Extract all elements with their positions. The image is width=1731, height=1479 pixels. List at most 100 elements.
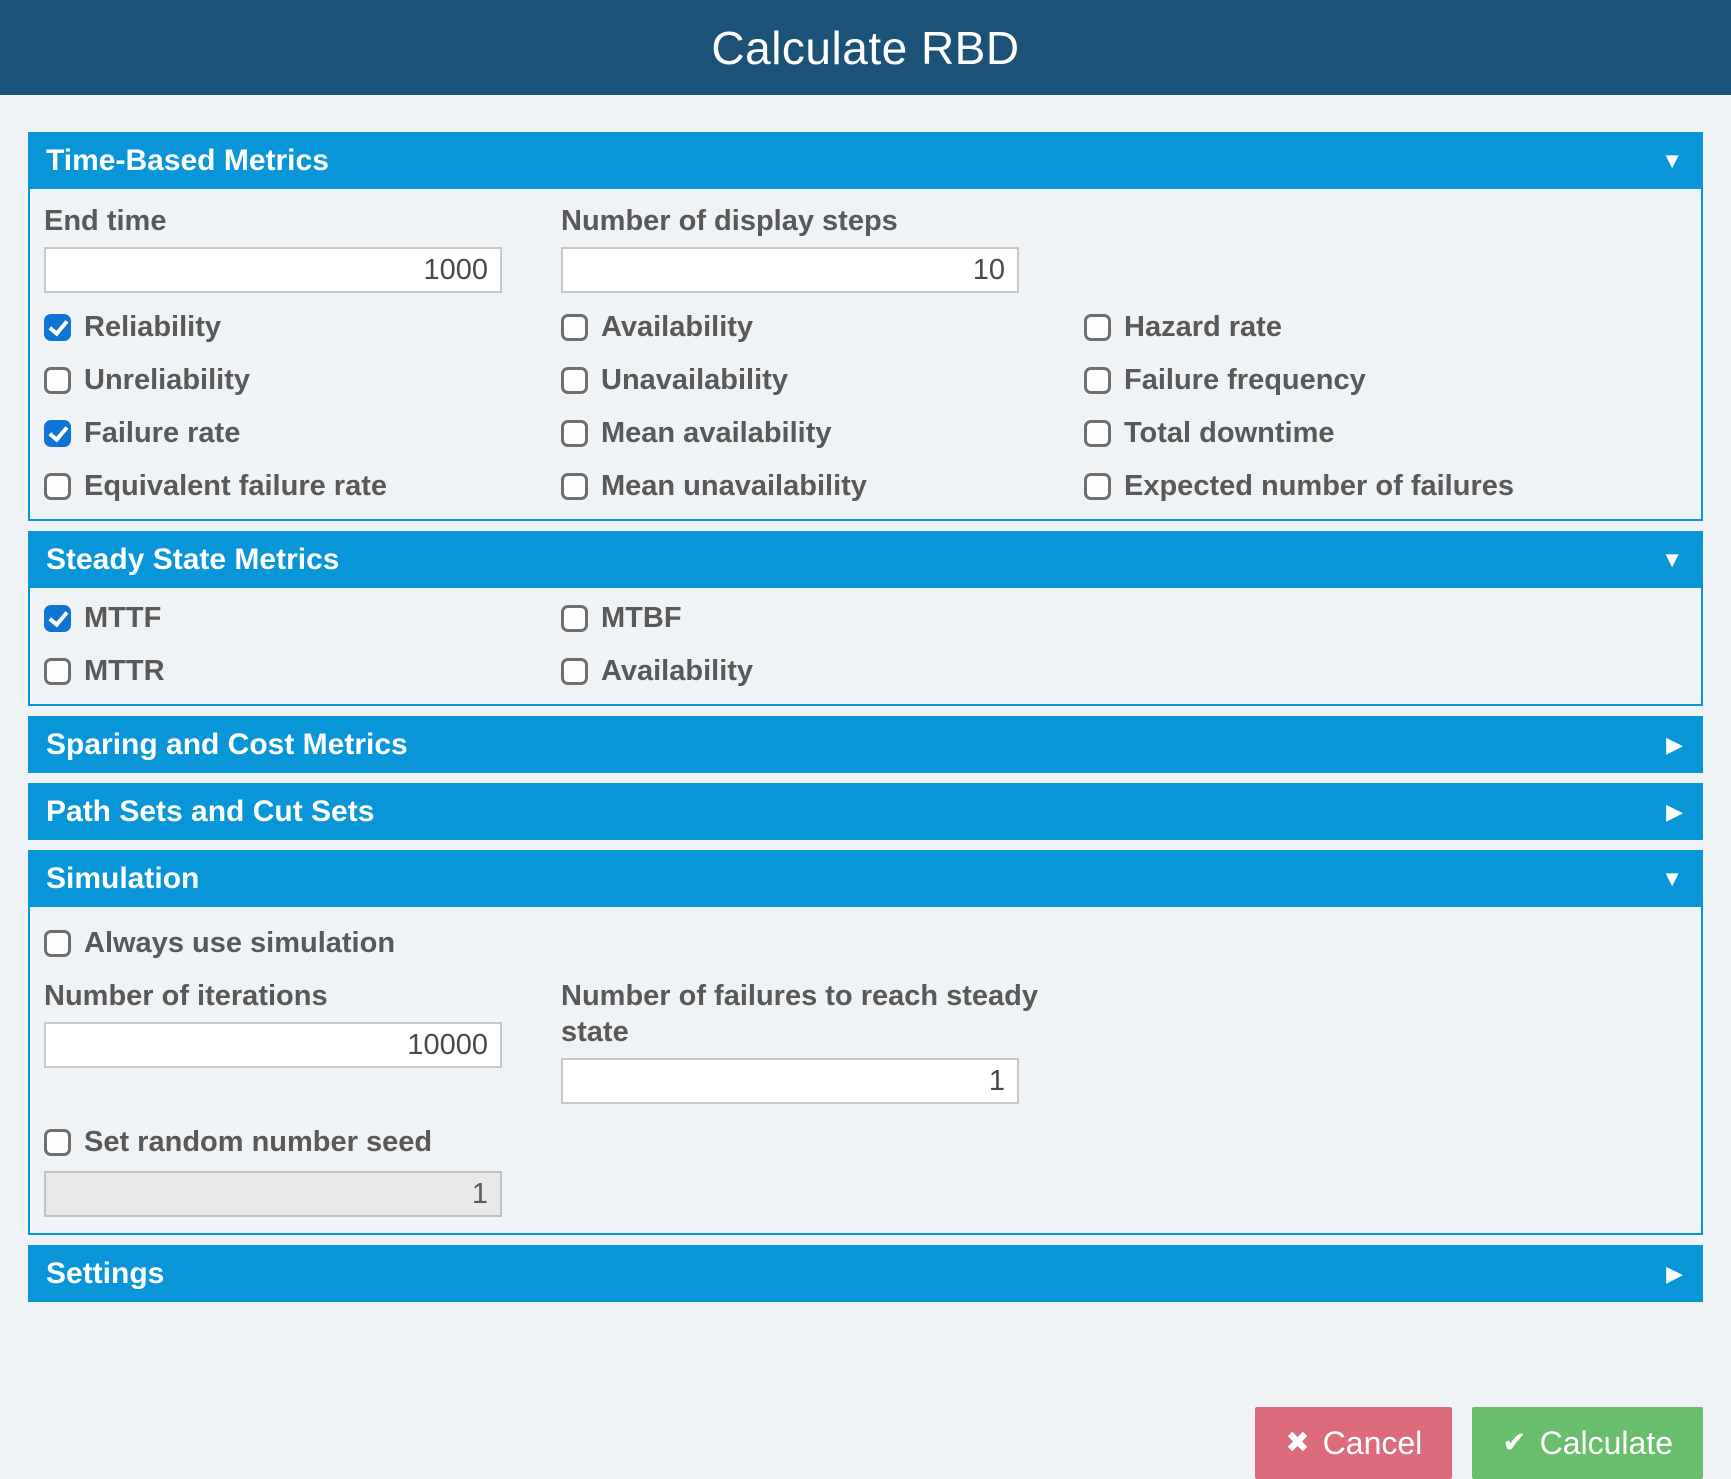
unreliability-label: Unreliability (84, 364, 250, 396)
column-spacer (1084, 201, 1687, 309)
dialog-footer: ✖ Cancel ✔ Calculate (28, 1407, 1703, 1479)
mean-availability-checkbox[interactable] (561, 420, 588, 447)
mean-unavailability-label: Mean unavailability (601, 470, 867, 502)
path-sets-cut-sets-header[interactable]: Path Sets and Cut Sets ▶ (28, 783, 1703, 840)
mtbf-checkbox[interactable] (561, 605, 588, 632)
section-time-based-metrics: Time-Based Metrics ▼ End time Reliabilit… (28, 132, 1703, 521)
section-sparing-cost-metrics: Sparing and Cost Metrics ▶ (28, 716, 1703, 773)
time-based-col-2: Number of display steps Availability Una… (561, 201, 1084, 507)
dialog-titlebar: Calculate RBD (0, 0, 1731, 95)
end-time-input[interactable] (44, 247, 502, 293)
checkbox-row-availability: Availability (561, 309, 1084, 346)
iterations-label: Number of iterations (44, 980, 328, 1012)
checkbox-row-mean-unavailability: Mean unavailability (561, 468, 1084, 505)
check-icon: ✔ (1502, 1426, 1527, 1459)
caret-right-icon: ▶ (1666, 732, 1683, 757)
sparing-cost-metrics-title: Sparing and Cost Metrics (46, 728, 408, 761)
time-based-metrics-title: Time-Based Metrics (46, 144, 329, 177)
checkbox-row-unavailability: Unavailability (561, 362, 1084, 399)
steady-state-metrics-header[interactable]: Steady State Metrics ▼ (28, 531, 1703, 588)
steady-state-col-1: MTTF MTTR (44, 600, 561, 692)
section-simulation: Simulation ▼ Always use simulation Numbe… (28, 850, 1703, 1235)
mttf-label: MTTF (84, 602, 162, 634)
hazard-rate-checkbox[interactable] (1084, 314, 1111, 341)
checkbox-row-steady-availability: Availability (561, 653, 1084, 690)
hazard-rate-label: Hazard rate (1124, 311, 1282, 343)
iterations-input[interactable] (44, 1022, 502, 1068)
dialog-title: Calculate RBD (711, 21, 1020, 74)
failures-steady-state-input[interactable] (561, 1058, 1019, 1104)
mttf-checkbox[interactable] (44, 605, 71, 632)
checkbox-row-equivalent-failure-rate: Equivalent failure rate (44, 468, 561, 505)
failure-frequency-checkbox[interactable] (1084, 367, 1111, 394)
simulation-col-1: Number of iterations (44, 976, 561, 1120)
failures-steady-state-label: Number of failures to reach steady state (561, 980, 1039, 1048)
dialog-body: Time-Based Metrics ▼ End time Reliabilit… (0, 95, 1731, 1302)
checkbox-row-reliability: Reliability (44, 309, 561, 346)
steady-availability-checkbox[interactable] (561, 658, 588, 685)
mean-availability-label: Mean availability (601, 417, 832, 449)
time-based-metrics-body: End time Reliability Unreliability Failu… (28, 189, 1703, 521)
unavailability-checkbox[interactable] (561, 367, 588, 394)
steady-state-col-2: MTBF Availability (561, 600, 1084, 692)
mtbf-label: MTBF (601, 602, 682, 634)
steady-state-metrics-body: MTTF MTTR MTBF Availability (28, 588, 1703, 706)
end-time-label: End time (44, 205, 167, 237)
checkbox-row-expected-failures: Expected number of failures (1084, 468, 1687, 505)
caret-right-icon: ▶ (1666, 799, 1683, 824)
total-downtime-checkbox[interactable] (1084, 420, 1111, 447)
section-steady-state-metrics: Steady State Metrics ▼ MTTF MTTR (28, 531, 1703, 706)
cancel-button-label: Cancel (1322, 1424, 1423, 1461)
sparing-cost-metrics-header[interactable]: Sparing and Cost Metrics ▶ (28, 716, 1703, 773)
display-steps-label: Number of display steps (561, 205, 898, 237)
availability-checkbox[interactable] (561, 314, 588, 341)
calculate-button[interactable]: ✔ Calculate (1472, 1407, 1703, 1479)
failure-rate-checkbox[interactable] (44, 420, 71, 447)
reliability-checkbox[interactable] (44, 314, 71, 341)
mttr-label: MTTR (84, 655, 165, 687)
section-settings: Settings ▶ (28, 1245, 1703, 1302)
caret-down-icon: ▼ (1661, 547, 1683, 572)
reliability-label: Reliability (84, 311, 221, 343)
always-use-simulation-label: Always use simulation (84, 927, 396, 959)
simulation-title: Simulation (46, 862, 200, 895)
x-icon: ✖ (1285, 1426, 1310, 1459)
cancel-button[interactable]: ✖ Cancel (1255, 1407, 1453, 1479)
section-path-sets-cut-sets: Path Sets and Cut Sets ▶ (28, 783, 1703, 840)
checkbox-row-failure-frequency: Failure frequency (1084, 362, 1687, 399)
caret-right-icon: ▶ (1666, 1261, 1683, 1286)
unreliability-checkbox[interactable] (44, 367, 71, 394)
simulation-col-2: Number of failures to reach steady state (561, 976, 1084, 1120)
time-based-col-3: Hazard rate Failure frequency Total down… (1084, 201, 1687, 507)
steady-state-metrics-title: Steady State Metrics (46, 543, 340, 576)
steady-state-col-3 (1084, 600, 1687, 692)
checkbox-row-always-use-simulation: Always use simulation (44, 925, 1687, 962)
checkbox-row-total-downtime: Total downtime (1084, 415, 1687, 452)
settings-header[interactable]: Settings ▶ (28, 1245, 1703, 1302)
expected-failures-checkbox[interactable] (1084, 473, 1111, 500)
mttr-checkbox[interactable] (44, 658, 71, 685)
mean-unavailability-checkbox[interactable] (561, 473, 588, 500)
simulation-header[interactable]: Simulation ▼ (28, 850, 1703, 907)
always-use-simulation-checkbox[interactable] (44, 930, 71, 957)
set-random-seed-checkbox[interactable] (44, 1129, 71, 1156)
random-seed-input (44, 1171, 502, 1217)
checkbox-row-mttf: MTTF (44, 600, 561, 637)
failure-rate-label: Failure rate (84, 417, 241, 449)
checkbox-row-hazard-rate: Hazard rate (1084, 309, 1687, 346)
checkbox-row-set-random-seed: Set random number seed (44, 1124, 1687, 1161)
caret-down-icon: ▼ (1661, 148, 1683, 173)
simulation-body: Always use simulation Number of iteratio… (28, 907, 1703, 1235)
time-based-metrics-header[interactable]: Time-Based Metrics ▼ (28, 132, 1703, 189)
time-based-col-1: End time Reliability Unreliability Failu… (44, 201, 561, 507)
display-steps-input[interactable] (561, 247, 1019, 293)
set-random-seed-label: Set random number seed (84, 1126, 433, 1158)
checkbox-row-mttr: MTTR (44, 653, 561, 690)
unavailability-label: Unavailability (601, 364, 788, 396)
checkbox-row-unreliability: Unreliability (44, 362, 561, 399)
equivalent-failure-rate-checkbox[interactable] (44, 473, 71, 500)
steady-availability-label: Availability (601, 655, 754, 687)
simulation-col-3 (1084, 976, 1687, 1120)
availability-label: Availability (601, 311, 754, 343)
